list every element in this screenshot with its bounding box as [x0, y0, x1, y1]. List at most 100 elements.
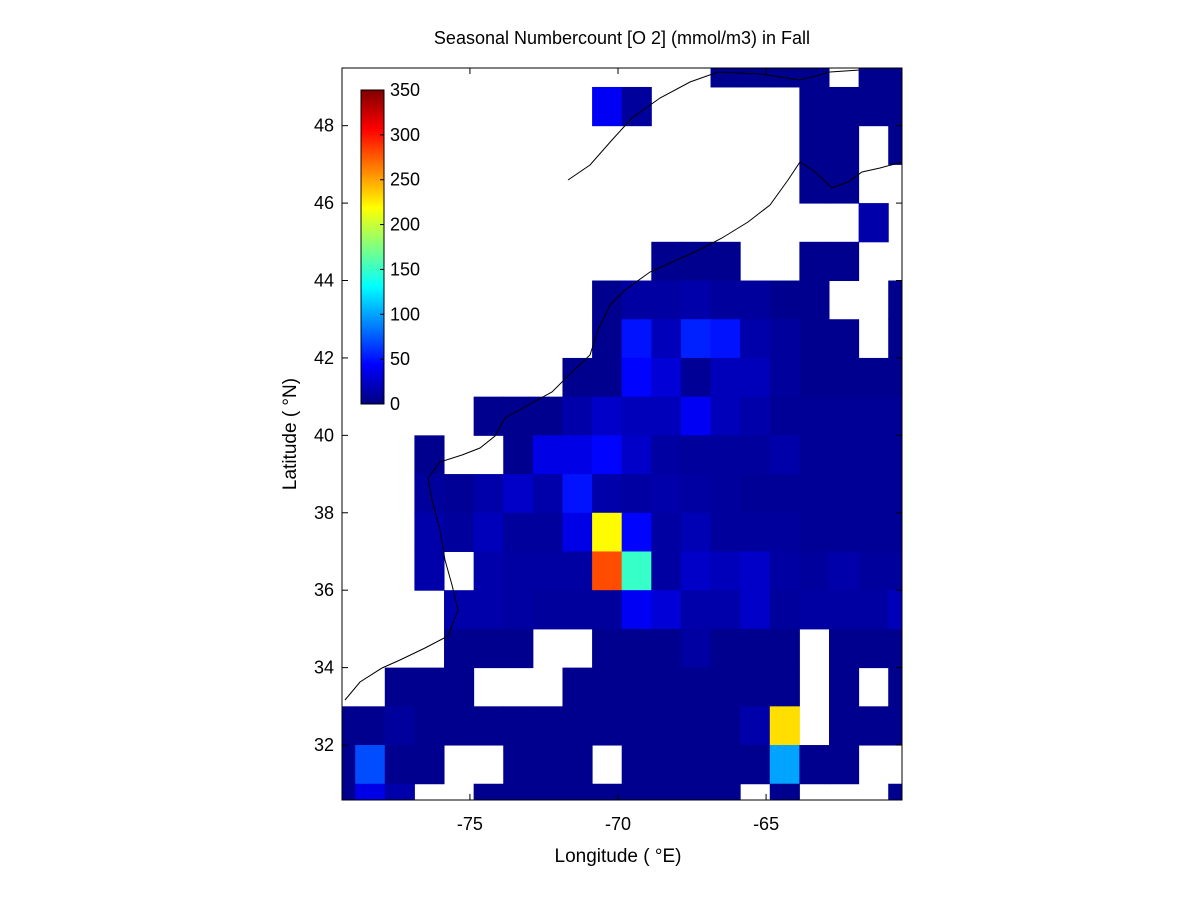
heatmap-cell [592, 590, 623, 630]
heatmap-cell [858, 628, 889, 669]
heatmap-cell [710, 241, 741, 282]
heatmap-cell [651, 590, 682, 630]
heatmap-cell [799, 551, 830, 591]
colorbar-tick-label: 100 [390, 304, 420, 324]
heatmap-cell [651, 706, 682, 746]
colorbar-tick-label: 250 [390, 170, 420, 190]
heatmap-cell [769, 512, 800, 552]
heatmap-cell [621, 86, 652, 127]
heatmap-cell [342, 706, 356, 746]
heatmap-cell [444, 667, 475, 707]
heatmap-cell [621, 628, 652, 669]
heatmap-cell [799, 280, 830, 320]
heatmap-cell [888, 125, 902, 165]
heatmap-cell [829, 628, 860, 669]
heatmap-cell [799, 86, 830, 127]
heatmap-cell [858, 396, 889, 436]
heatmap-cell [621, 706, 652, 746]
heatmap-cell [799, 590, 830, 630]
heatmap-cell [562, 551, 593, 591]
heatmap-cell [740, 590, 771, 630]
heatmap-cell [769, 628, 800, 669]
heatmap-cell [562, 435, 593, 475]
heatmap-cell [710, 435, 741, 475]
x-tick-label: -70 [605, 814, 631, 834]
heatmap-cell [710, 474, 741, 514]
heatmap-cell [562, 396, 593, 436]
heatmap-cell [829, 551, 860, 591]
heatmap-cell [503, 435, 534, 475]
heatmap-cell [740, 474, 771, 514]
heatmap-cell [829, 512, 860, 552]
heatmap-cell [680, 280, 712, 320]
heatmap-cell [710, 667, 741, 707]
y-tick-label: 34 [314, 658, 334, 678]
heatmap-cell [799, 396, 830, 436]
colorbar-gradient [361, 90, 384, 404]
heatmap-cell [888, 783, 902, 800]
plot-frame [341, 67, 903, 801]
heatmap-cell [829, 667, 860, 707]
colorbar-tick-label: 150 [390, 259, 420, 279]
heatmap-cell [621, 474, 652, 514]
heatmap-cell [355, 706, 386, 746]
heatmap-cell [740, 396, 771, 436]
heatmap-cell [342, 783, 356, 800]
heatmap-cell [858, 203, 889, 243]
heatmap-cell [532, 590, 563, 630]
heatmap-cell [532, 706, 563, 746]
heatmap-cell [888, 590, 902, 630]
heatmap-cell [503, 474, 534, 514]
heatmap-cell [829, 745, 860, 785]
heatmap-cell [799, 125, 830, 165]
heatmap-cell [740, 319, 771, 359]
heatmap-cell [473, 706, 504, 746]
heatmap-cell [651, 241, 682, 282]
heatmap-cell [621, 745, 652, 785]
heatmap-cell [503, 512, 534, 552]
heatmap-cell [799, 474, 830, 514]
heatmap-cell [680, 590, 712, 630]
heatmap-cell [503, 590, 534, 630]
heatmap-cell [444, 512, 475, 552]
heatmap-cell [592, 551, 623, 591]
x-tick-label: -75 [457, 814, 483, 834]
heatmap-cell [562, 590, 593, 630]
heatmap-cells [342, 68, 902, 800]
heatmap-cell [710, 396, 741, 436]
x-axis-label: Longitude ( °E) [555, 846, 682, 867]
heatmap-cell [858, 551, 889, 591]
heatmap-cell [621, 783, 652, 800]
heatmap-cell [858, 706, 889, 746]
heatmap-cell [651, 667, 682, 707]
heatmap-cell [888, 512, 902, 552]
heatmap-cell [888, 628, 902, 669]
heatmap-cell [651, 319, 682, 359]
heatmap-cell [621, 435, 652, 475]
y-tick-label: 46 [314, 193, 334, 213]
heatmap-cell [592, 319, 623, 359]
heatmap-cell [384, 745, 415, 785]
heatmap-cell [799, 435, 830, 475]
heatmap-cell [592, 435, 623, 475]
heatmap-cell [858, 435, 889, 475]
heatmap-cell [888, 319, 902, 359]
heatmap-cell [710, 745, 741, 785]
heatmap-cell [651, 551, 682, 591]
chart-title: Seasonal Numbercount [O 2] (mmol/m3) in … [434, 28, 810, 48]
heatmap-cell [740, 706, 771, 746]
heatmap-cell [503, 783, 534, 800]
heatmap-cell [829, 125, 860, 165]
heatmap-cell [651, 357, 682, 398]
heatmap-cell [888, 474, 902, 514]
heatmap-cell [473, 590, 504, 630]
heatmap-cell [473, 628, 504, 669]
heatmap-cell [858, 590, 889, 630]
colorbar-tick-label: 300 [390, 125, 420, 145]
heatmap-cell [769, 783, 800, 800]
y-tick-label: 42 [314, 348, 334, 368]
heatmap-cell [829, 86, 860, 127]
heatmap-cell [740, 551, 771, 591]
coast-line [567, 69, 861, 181]
heatmap-cell [888, 435, 902, 475]
